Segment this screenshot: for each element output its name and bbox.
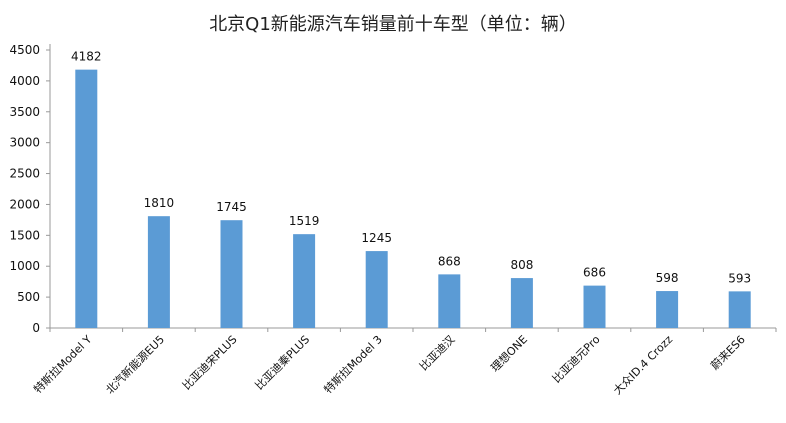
bar xyxy=(220,220,243,328)
x-tick-label: 特斯拉Model Y xyxy=(31,332,95,396)
data-label: 868 xyxy=(438,254,461,268)
data-label: 686 xyxy=(583,266,606,280)
bar xyxy=(75,69,98,329)
data-label: 4182 xyxy=(71,50,102,64)
y-tick-label: 2500 xyxy=(9,167,40,181)
x-tick-label: 比亚迪秦PLUS xyxy=(252,332,312,392)
x-tick-label: 大众ID.4 Crozz xyxy=(610,332,675,397)
x-tick-label: 比亚迪宋PLUS xyxy=(179,332,239,392)
y-tick-label: 0 xyxy=(32,321,40,335)
y-tick-label: 3500 xyxy=(9,105,40,119)
y-tick-label: 1000 xyxy=(9,259,40,273)
bar xyxy=(147,216,170,328)
y-tick-label: 500 xyxy=(17,290,40,304)
data-label: 1245 xyxy=(361,231,392,245)
x-tick-label: 北汽新能源EU5 xyxy=(103,332,167,396)
data-label: 593 xyxy=(728,271,751,285)
data-label: 1810 xyxy=(144,196,175,210)
bar xyxy=(728,291,751,328)
data-label: 1745 xyxy=(216,200,247,214)
chart-title: 北京Q1新能源汽车销量前十车型（单位：辆） xyxy=(209,14,577,35)
x-tick-label: 蔚来ES6 xyxy=(708,333,748,373)
bar xyxy=(656,291,679,328)
y-tick-label: 1500 xyxy=(9,228,40,242)
x-tick-label: 比亚迪汉 xyxy=(417,333,457,373)
x-tick-label: 理想ONE xyxy=(488,332,530,374)
bar xyxy=(510,278,533,328)
bar xyxy=(365,251,388,328)
x-tick-label: 比亚迪元Pro xyxy=(550,333,603,386)
data-label: 808 xyxy=(510,258,533,272)
bar xyxy=(438,274,461,328)
data-label: 1519 xyxy=(289,214,320,228)
y-tick-label: 4500 xyxy=(9,43,40,57)
bar xyxy=(583,285,606,328)
x-tick-label: 特斯拉Model 3 xyxy=(321,332,385,396)
data-label: 598 xyxy=(656,271,679,285)
y-tick-label: 4000 xyxy=(9,74,40,88)
y-tick-label: 2000 xyxy=(9,197,40,211)
bar xyxy=(293,234,316,328)
y-tick-label: 3000 xyxy=(9,136,40,150)
